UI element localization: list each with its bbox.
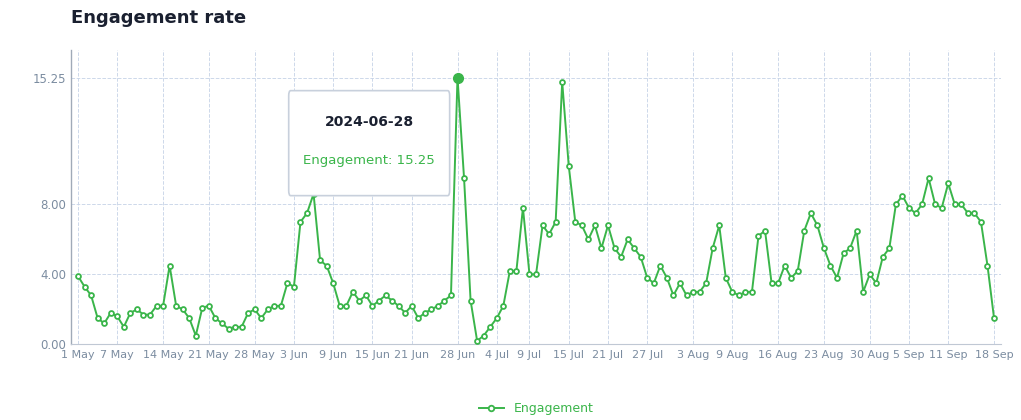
Legend: Engagement: Engagement	[474, 397, 598, 420]
Text: Engagement: 15.25: Engagement: 15.25	[303, 154, 435, 167]
Text: Engagement rate: Engagement rate	[71, 9, 247, 27]
Text: 2024-06-28: 2024-06-28	[325, 116, 414, 129]
FancyBboxPatch shape	[289, 91, 449, 196]
